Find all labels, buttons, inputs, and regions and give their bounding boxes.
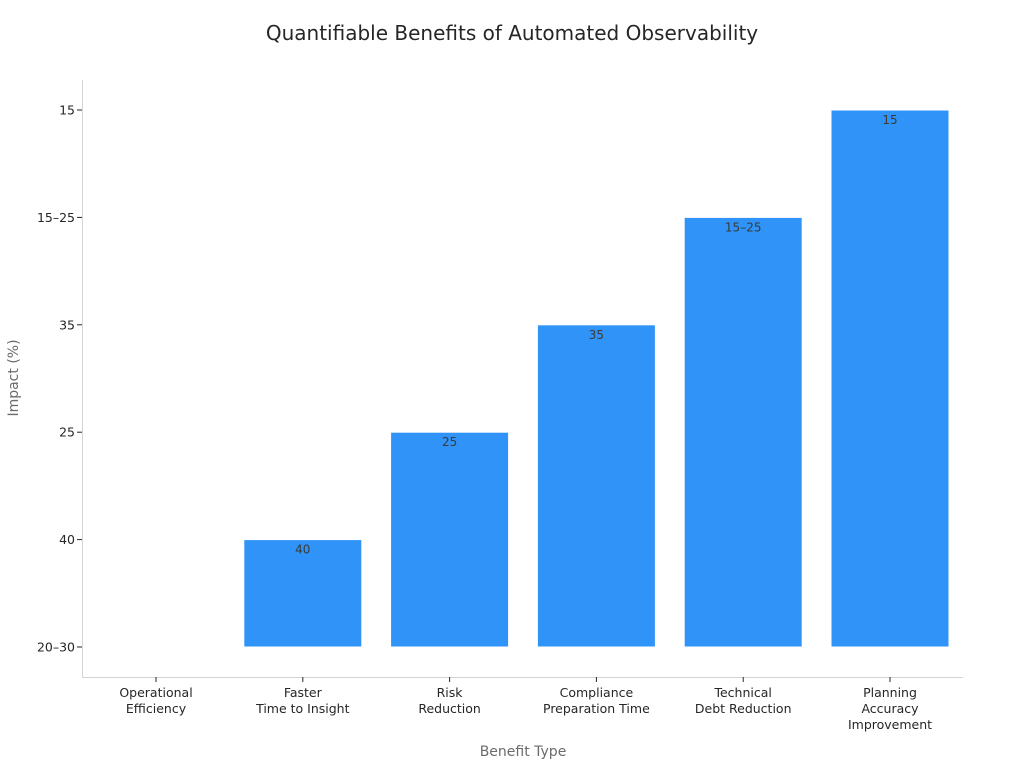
- bar-data-label: 15: [882, 113, 897, 127]
- y-axis-ticks: 20–30 40 25 35 15–25 15: [37, 103, 82, 655]
- y-tick-label: 15: [59, 103, 75, 118]
- x-tick-label: Efficiency: [126, 701, 187, 716]
- bar-data-label: 15–25: [725, 220, 762, 234]
- bar: [536, 324, 656, 648]
- y-tick-label: 25: [59, 425, 75, 440]
- y-tick-label: 15–25: [37, 210, 75, 225]
- bars: 40 25 35 15–25 15: [243, 109, 950, 648]
- x-tick-label: Accuracy: [861, 701, 919, 716]
- y-tick-label: 20–30: [37, 640, 75, 655]
- x-tick-label: Time to Insight: [255, 701, 350, 716]
- x-tick-label: Planning: [863, 685, 917, 700]
- bar: [830, 109, 950, 648]
- x-tick-label: Debt Reduction: [695, 701, 792, 716]
- x-tick-label: Preparation Time: [543, 701, 650, 716]
- bar: [683, 216, 803, 648]
- y-tick-label: 40: [59, 532, 75, 547]
- bar-data-label: 25: [442, 435, 457, 449]
- x-tick-label: Technical: [713, 685, 771, 700]
- bar: [390, 431, 510, 648]
- x-axis-title: Benefit Type: [480, 744, 567, 760]
- y-axis-title: Impact (%): [6, 339, 22, 416]
- x-tick-label: Risk: [437, 685, 464, 700]
- x-tick-label: Faster: [284, 685, 323, 700]
- bar: [243, 539, 363, 648]
- y-tick-label: 35: [59, 317, 75, 332]
- bar-data-label: 40: [295, 543, 310, 557]
- x-tick-label: Operational: [119, 685, 192, 700]
- x-tick-label: Compliance: [560, 685, 634, 700]
- bar-data-label: 35: [589, 328, 604, 342]
- chart-title: Quantifiable Benefits of Automated Obser…: [266, 21, 758, 45]
- x-tick-label: Improvement: [848, 717, 932, 732]
- x-tick-label: Reduction: [418, 701, 481, 716]
